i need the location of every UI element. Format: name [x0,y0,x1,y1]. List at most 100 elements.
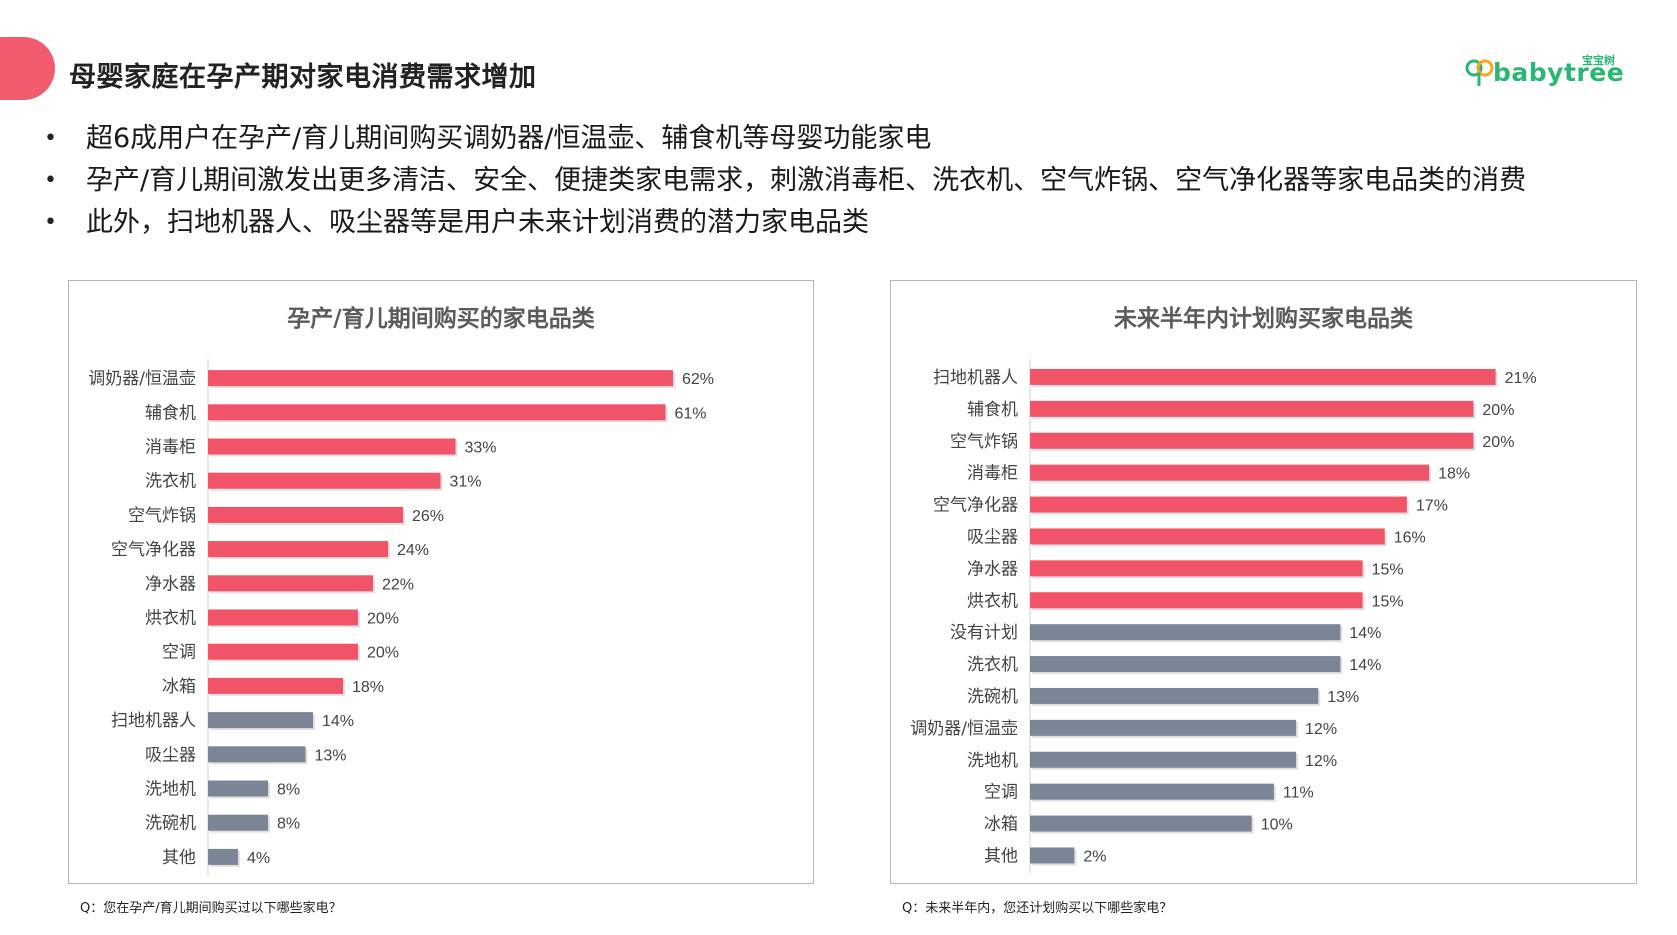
bar-chart-purchased: 调奶器/恒温壶 62% 辅食机 61% 消毒柜 33% 洗衣机 31% 空气炸锅 26% 空气净化器… [88,359,714,876]
category-label: 消毒柜 [967,464,1018,484]
logo-chinese-text: 宝宝树 [1582,54,1615,67]
category-label: 空调 [984,783,1018,803]
bar [208,609,358,626]
value-label: 62% [682,371,714,388]
value-label: 20% [1482,434,1514,451]
bar [1030,687,1319,704]
value-label: 20% [367,645,399,662]
value-label: 8% [277,816,300,833]
value-label: 26% [412,508,444,525]
bullet-item: 此外，扫地机器人、吸尘器等是用户未来计划消费的潜力家电品类 [44,202,1644,244]
value-label: 8% [277,782,300,799]
bar [208,848,238,865]
value-label: 18% [352,679,384,696]
category-label: 其他 [162,848,196,868]
bar [1030,432,1474,449]
bar [208,677,343,694]
category-label: 空气炸锅 [950,432,1018,452]
category-label: 没有计划 [950,623,1018,643]
value-label: 16% [1394,529,1426,546]
bar [1030,815,1252,832]
bullet-item: 孕产/育儿期间激发出更多清洁、安全、便捷类家电需求，刺激消毒柜、洗衣机、空气炸锅… [44,160,1644,202]
bar [208,506,403,523]
category-label: 洗碗机 [145,814,196,834]
value-label: 10% [1261,817,1293,834]
category-label: 辅食机 [967,400,1018,420]
value-label: 15% [1372,561,1404,578]
page-title: 母婴家庭在孕产期对家电消费需求增加 [69,62,537,93]
bar [1030,751,1297,768]
category-label: 扫地机器人 [933,368,1018,388]
title-accent-tab [0,37,55,100]
value-label: 20% [1482,402,1514,419]
category-label: 调奶器/恒温壶 [910,719,1018,739]
category-label: 调奶器/恒温壶 [88,369,196,389]
value-label: 2% [1083,848,1106,865]
value-label: 14% [1349,657,1381,674]
bar [1030,719,1297,736]
value-label: 11% [1283,785,1314,802]
category-label: 扫地机器人 [111,711,196,731]
value-label: 31% [450,474,482,491]
bar [208,370,673,387]
bar [1030,624,1341,641]
bar [1030,400,1474,417]
logo-text: babytree [1493,58,1625,87]
value-label: 12% [1305,753,1337,770]
category-label: 消毒柜 [145,438,196,458]
value-label: 14% [322,713,354,730]
value-label: 17% [1416,498,1448,515]
bar [208,438,456,455]
category-label: 净水器 [967,559,1018,579]
key-findings-list: 超6成用户在孕产/育儿期间购买调奶器/恒温壶、辅食机等母婴功能家电 孕产/育儿期… [44,118,1644,244]
category-label: 空气炸锅 [128,506,196,526]
bar [208,643,358,660]
bar-chart-planned: 扫地机器人 21% 辅食机 20% 空气炸锅 20% 消毒柜 18% 空气净化器 17% 吸尘器 16… [910,359,1537,874]
category-label: 辅食机 [145,403,196,423]
category-label: 净水器 [145,574,196,594]
category-label: 洗衣机 [967,655,1018,675]
chart-panel-planned: 未来半年内计划购买家电品类 扫地机器人 21% 辅食机 20% 空气炸锅 20% 消毒柜 18… [890,280,1637,884]
chart-title: 孕产/育儿期间购买的家电品类 [287,306,595,332]
bullet-item: 超6成用户在孕产/育儿期间购买调奶器/恒温壶、辅食机等母婴功能家电 [44,118,1644,160]
category-label: 冰箱 [984,815,1018,835]
category-label: 空调 [162,643,196,663]
bar [208,404,666,421]
value-label: 13% [315,747,347,764]
category-label: 吸尘器 [145,745,196,765]
value-label: 4% [247,850,270,867]
chart-title: 未来半年内计划购买家电品类 [1114,306,1413,332]
category-label: 空气净化器 [933,496,1018,516]
bar [1030,847,1075,864]
category-label: 洗地机 [145,780,196,800]
category-label: 洗衣机 [145,472,196,492]
value-label: 22% [382,576,414,593]
survey-question-footnote: Q：您在孕产/育儿期间购买过以下哪些家电？ [80,901,342,916]
bar [208,575,373,592]
bar [208,814,268,831]
value-label: 61% [675,405,707,422]
value-label: 18% [1438,466,1470,483]
value-label: 24% [397,542,429,559]
bar [1030,560,1363,577]
bar [1030,464,1430,481]
category-label: 烘衣机 [145,609,196,629]
bar [208,472,441,489]
chart-panel-purchased: 孕产/育儿期间购买的家电品类 调奶器/恒温壶 62% 辅食机 61% 消毒柜 33% 洗衣机… [68,280,814,884]
babytree-logo: 宝宝树 babytree [1465,52,1624,92]
survey-question-footnote: Q：未来半年内，您还计划购买以下哪些家电？ [902,901,1173,916]
value-label: 12% [1305,721,1337,738]
babytree-mark-icon [1465,59,1494,86]
bar [208,746,306,763]
category-label: 洗地机 [967,751,1018,771]
bar [208,780,268,797]
category-label: 空气净化器 [111,540,196,560]
value-label: 13% [1327,689,1359,706]
bar [1030,656,1341,673]
category-label: 冰箱 [162,677,196,697]
category-label: 洗碗机 [967,687,1018,707]
category-label: 吸尘器 [967,527,1018,547]
bar [1030,592,1363,609]
category-label: 其他 [984,846,1018,866]
bar [208,712,313,729]
